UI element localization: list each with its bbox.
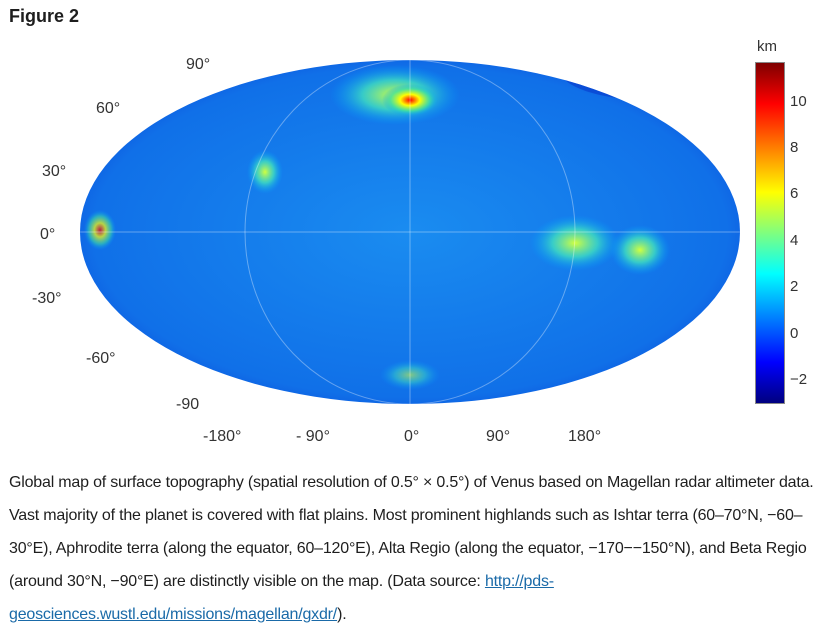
colorbar-tick: 8 (790, 139, 799, 156)
colorbar-unit: km (757, 38, 777, 55)
graticule (80, 60, 740, 404)
lat-label-minus30: -30° (32, 290, 62, 307)
data-source-link[interactable]: http://pds-geosciences.wustl.edu/mission… (9, 573, 554, 623)
colorbar-tick: 4 (790, 232, 799, 249)
lat-label-60: 60° (96, 100, 121, 117)
beta-regio (247, 150, 283, 194)
colorbar-tick: 0 (790, 325, 799, 342)
lon-label-0: 0° (404, 428, 420, 445)
lon-label-minus180: -180° (203, 428, 242, 445)
lat-label-minus90: -90 (176, 396, 200, 413)
alta-regio (84, 210, 116, 250)
colorbar-tick: 10 (790, 93, 807, 110)
maxwell-montes (382, 84, 438, 116)
lat-label-30: 30° (42, 163, 67, 180)
lat-label-minus60: -60° (86, 350, 116, 367)
colorbar (755, 62, 785, 404)
aphrodite-terra (530, 215, 620, 271)
colorbar-tick: −2 (790, 371, 808, 388)
venus-topography-map (80, 60, 740, 404)
figure-title: Figure 2 (9, 6, 80, 26)
colorbar-tick: 6 (790, 185, 799, 202)
lon-label-minus90: - 90° (296, 428, 330, 445)
figure-caption: Global map of surface topography (spatia… (9, 466, 834, 631)
caption-text: Global map of surface topography (spatia… (9, 474, 814, 590)
caption-end: ). (337, 606, 347, 623)
lat-label-0: 0° (40, 226, 56, 243)
atla-regio (610, 225, 670, 275)
lon-label-180: 180° (568, 428, 602, 445)
lat-label-90: 90° (186, 56, 211, 73)
colorbar-tick: 2 (790, 278, 799, 295)
lon-label-90: 90° (486, 428, 511, 445)
map-ellipse (80, 60, 740, 404)
